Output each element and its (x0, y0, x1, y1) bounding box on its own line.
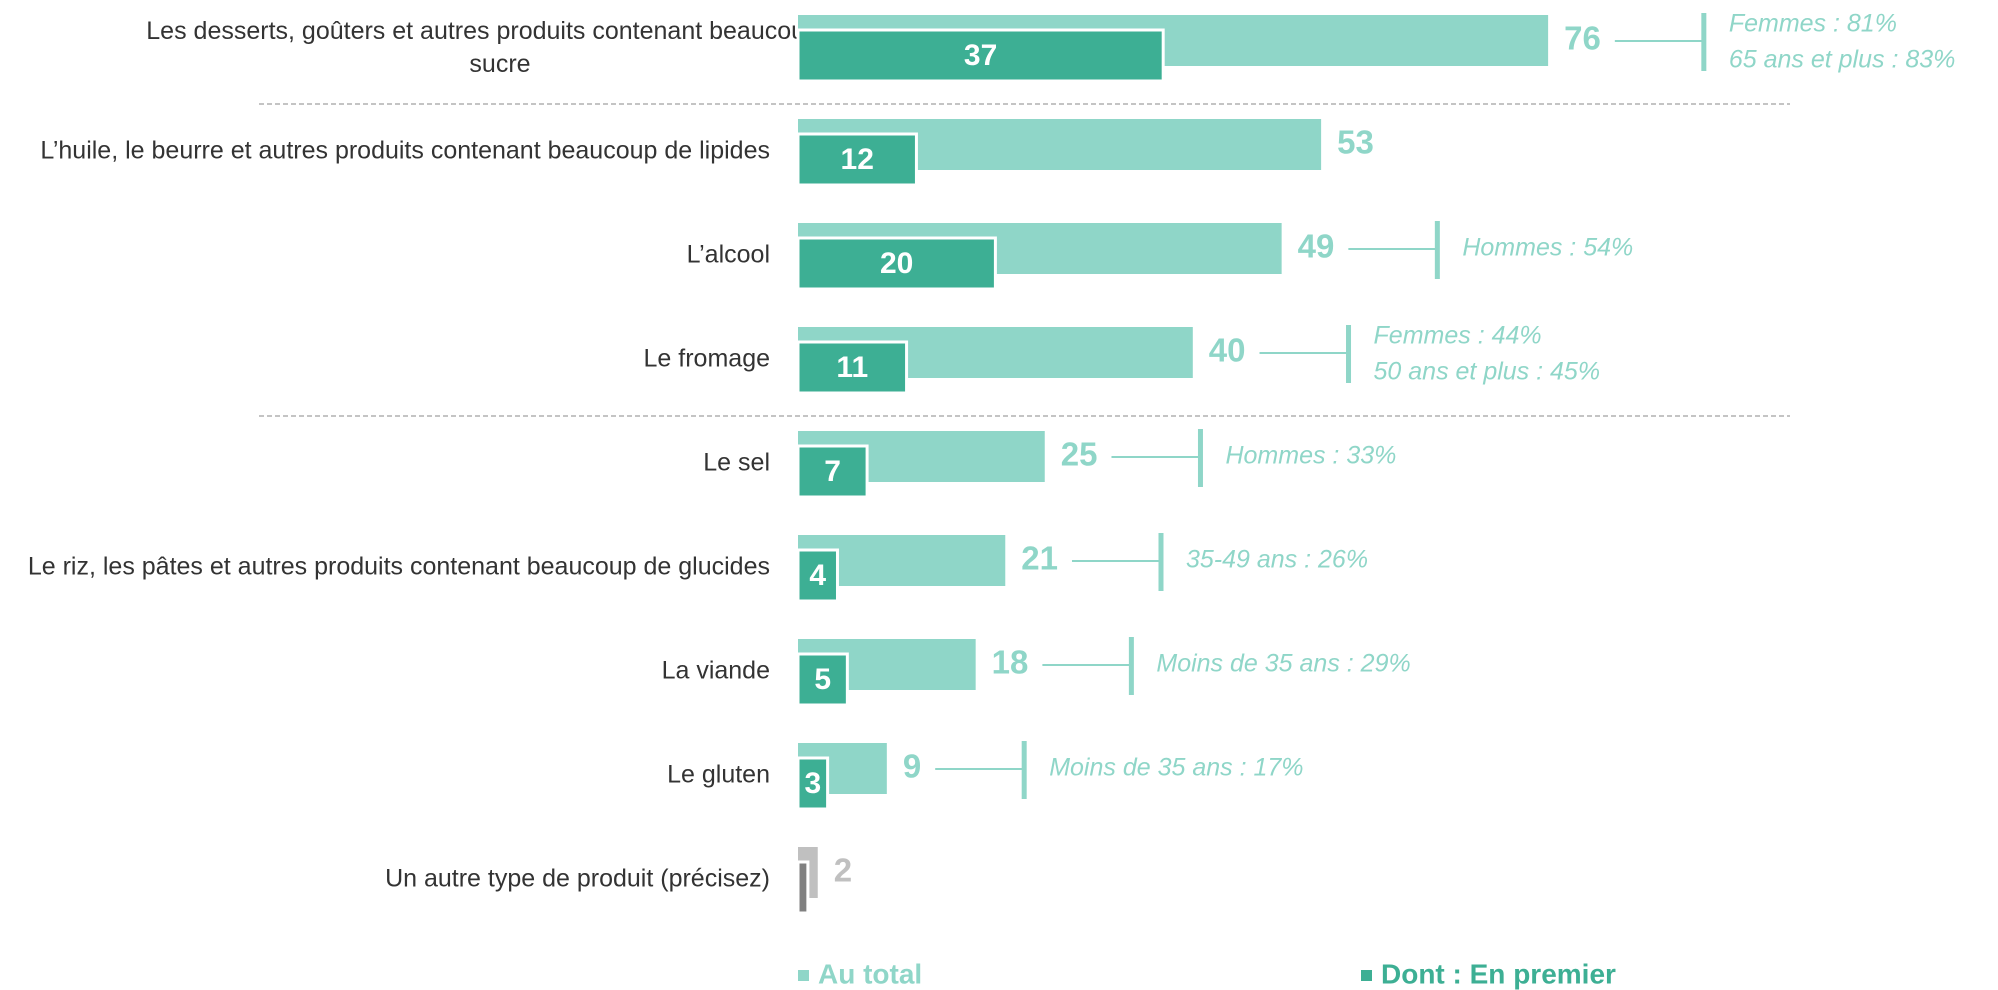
annotation: Moins de 35 ans : 29% (1156, 650, 1410, 678)
category-label: L’huile, le beurre et autres produits co… (40, 137, 770, 165)
value-label-total: 53 (1337, 124, 1374, 161)
annotation: Femmes : 81% (1729, 10, 1897, 38)
bar-premier (796, 28, 1165, 83)
legend-label: Dont : En premier (1381, 958, 1616, 989)
category-label-line: sucre (469, 50, 530, 78)
annotation: Hommes : 54% (1462, 234, 1633, 262)
value-label-total: 49 (1298, 228, 1335, 265)
value-label-total: 40 (1209, 332, 1246, 369)
value-label-total: 25 (1061, 436, 1098, 473)
annotation: 35-49 ans : 26% (1186, 546, 1368, 574)
annotation: Moins de 35 ans : 17% (1049, 754, 1303, 782)
value-label-total: 21 (1021, 540, 1058, 577)
category-label-line: Les desserts, goûters et autres produits… (146, 17, 853, 45)
legend-swatch (798, 970, 809, 981)
value-label-premier: 4 (809, 559, 826, 592)
category-label: L’alcool (687, 241, 770, 269)
value-label-total: 18 (992, 644, 1029, 681)
category-label: Le fromage (644, 345, 770, 373)
value-label-premier: 3 (804, 767, 821, 800)
category-label: Le gluten (667, 761, 770, 789)
category-label: Le riz, les pâtes et autres produits con… (28, 553, 770, 581)
value-label-premier: 11 (836, 351, 868, 384)
bar-premier (796, 652, 849, 707)
value-label-premier: 12 (841, 143, 874, 176)
category-label: Le sel (703, 449, 770, 477)
value-label-premier: 20 (880, 247, 913, 280)
value-label-total: 76 (1564, 20, 1601, 57)
bar-premier (796, 132, 918, 187)
category-label: Un autre type de produit (précisez) (385, 865, 770, 893)
bar-premier (796, 444, 869, 499)
annotation: Hommes : 33% (1225, 442, 1396, 470)
value-label-premier: 5 (814, 663, 831, 696)
category-label: La viande (662, 657, 770, 685)
annotation: Femmes : 44% (1374, 322, 1542, 350)
bar-premier (796, 548, 839, 603)
value-label-premier: 7 (824, 455, 841, 488)
bar-premier (796, 860, 810, 915)
category-label: Les desserts, goûters et autres produits… (146, 17, 853, 78)
annotation: 50 ans et plus : 45% (1374, 358, 1601, 386)
bar-premier (796, 236, 997, 291)
annotation: 65 ans et plus : 83% (1729, 46, 1956, 74)
legend-swatch (1361, 970, 1372, 981)
value-label-total: 2 (834, 852, 852, 889)
value-label-total: 9 (903, 748, 921, 785)
bar-premier (796, 756, 830, 811)
bar-premier (796, 340, 909, 395)
value-label-premier: 37 (964, 39, 997, 72)
legend-label: Au total (818, 958, 922, 989)
